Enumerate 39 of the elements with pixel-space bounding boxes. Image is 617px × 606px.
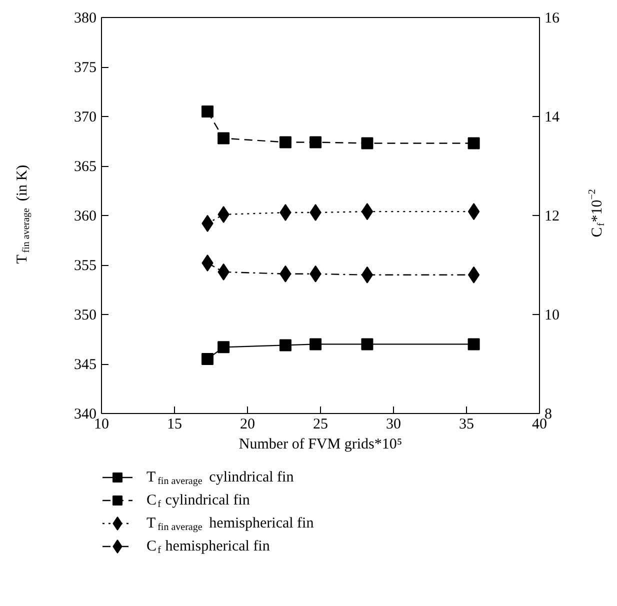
point [468, 137, 480, 150]
y-tick-label: 365 [74, 159, 96, 175]
y2-tick-label: 16 [544, 10, 560, 26]
y2-tick-label: 10 [544, 308, 560, 324]
y-tick-label: 345 [74, 357, 96, 373]
y-tick-label: 355 [74, 258, 96, 274]
point [201, 106, 214, 118]
x-tick-label: 10 [94, 416, 109, 432]
y-tick-label: 375 [74, 60, 96, 76]
point [468, 266, 480, 284]
x-tick-label: 25 [313, 416, 328, 432]
point [361, 266, 374, 284]
point [468, 203, 480, 220]
y-tick-label: 370 [74, 110, 96, 126]
point [310, 136, 322, 148]
y-axis-title: Tfin average (in K) [14, 164, 32, 264]
point [218, 132, 230, 144]
point [279, 136, 292, 148]
y-tick-label: 340 [74, 406, 96, 422]
x-axis-title: Number of FVM grids*10⁵ [238, 436, 402, 452]
x-tick-label: 40 [532, 416, 547, 432]
y-tick-label: 350 [74, 308, 96, 324]
y2-tick-label: 12 [544, 208, 560, 224]
point [218, 341, 230, 354]
point [468, 338, 480, 350]
x-tick-label: 15 [167, 416, 182, 432]
point [361, 203, 374, 220]
x-tick-label: 35 [459, 416, 474, 432]
point [279, 339, 292, 352]
y2-axis-title: Cf*10−2 [587, 189, 607, 238]
point [361, 338, 374, 350]
point [361, 137, 374, 150]
y-tick-label: 380 [74, 10, 96, 26]
y2-tick-label: 14 [544, 110, 560, 126]
point [310, 338, 322, 350]
x-tick-label: 20 [240, 416, 255, 432]
x-tick-label: 30 [386, 416, 401, 432]
y-tick-label: 360 [74, 208, 96, 224]
point [201, 353, 214, 366]
